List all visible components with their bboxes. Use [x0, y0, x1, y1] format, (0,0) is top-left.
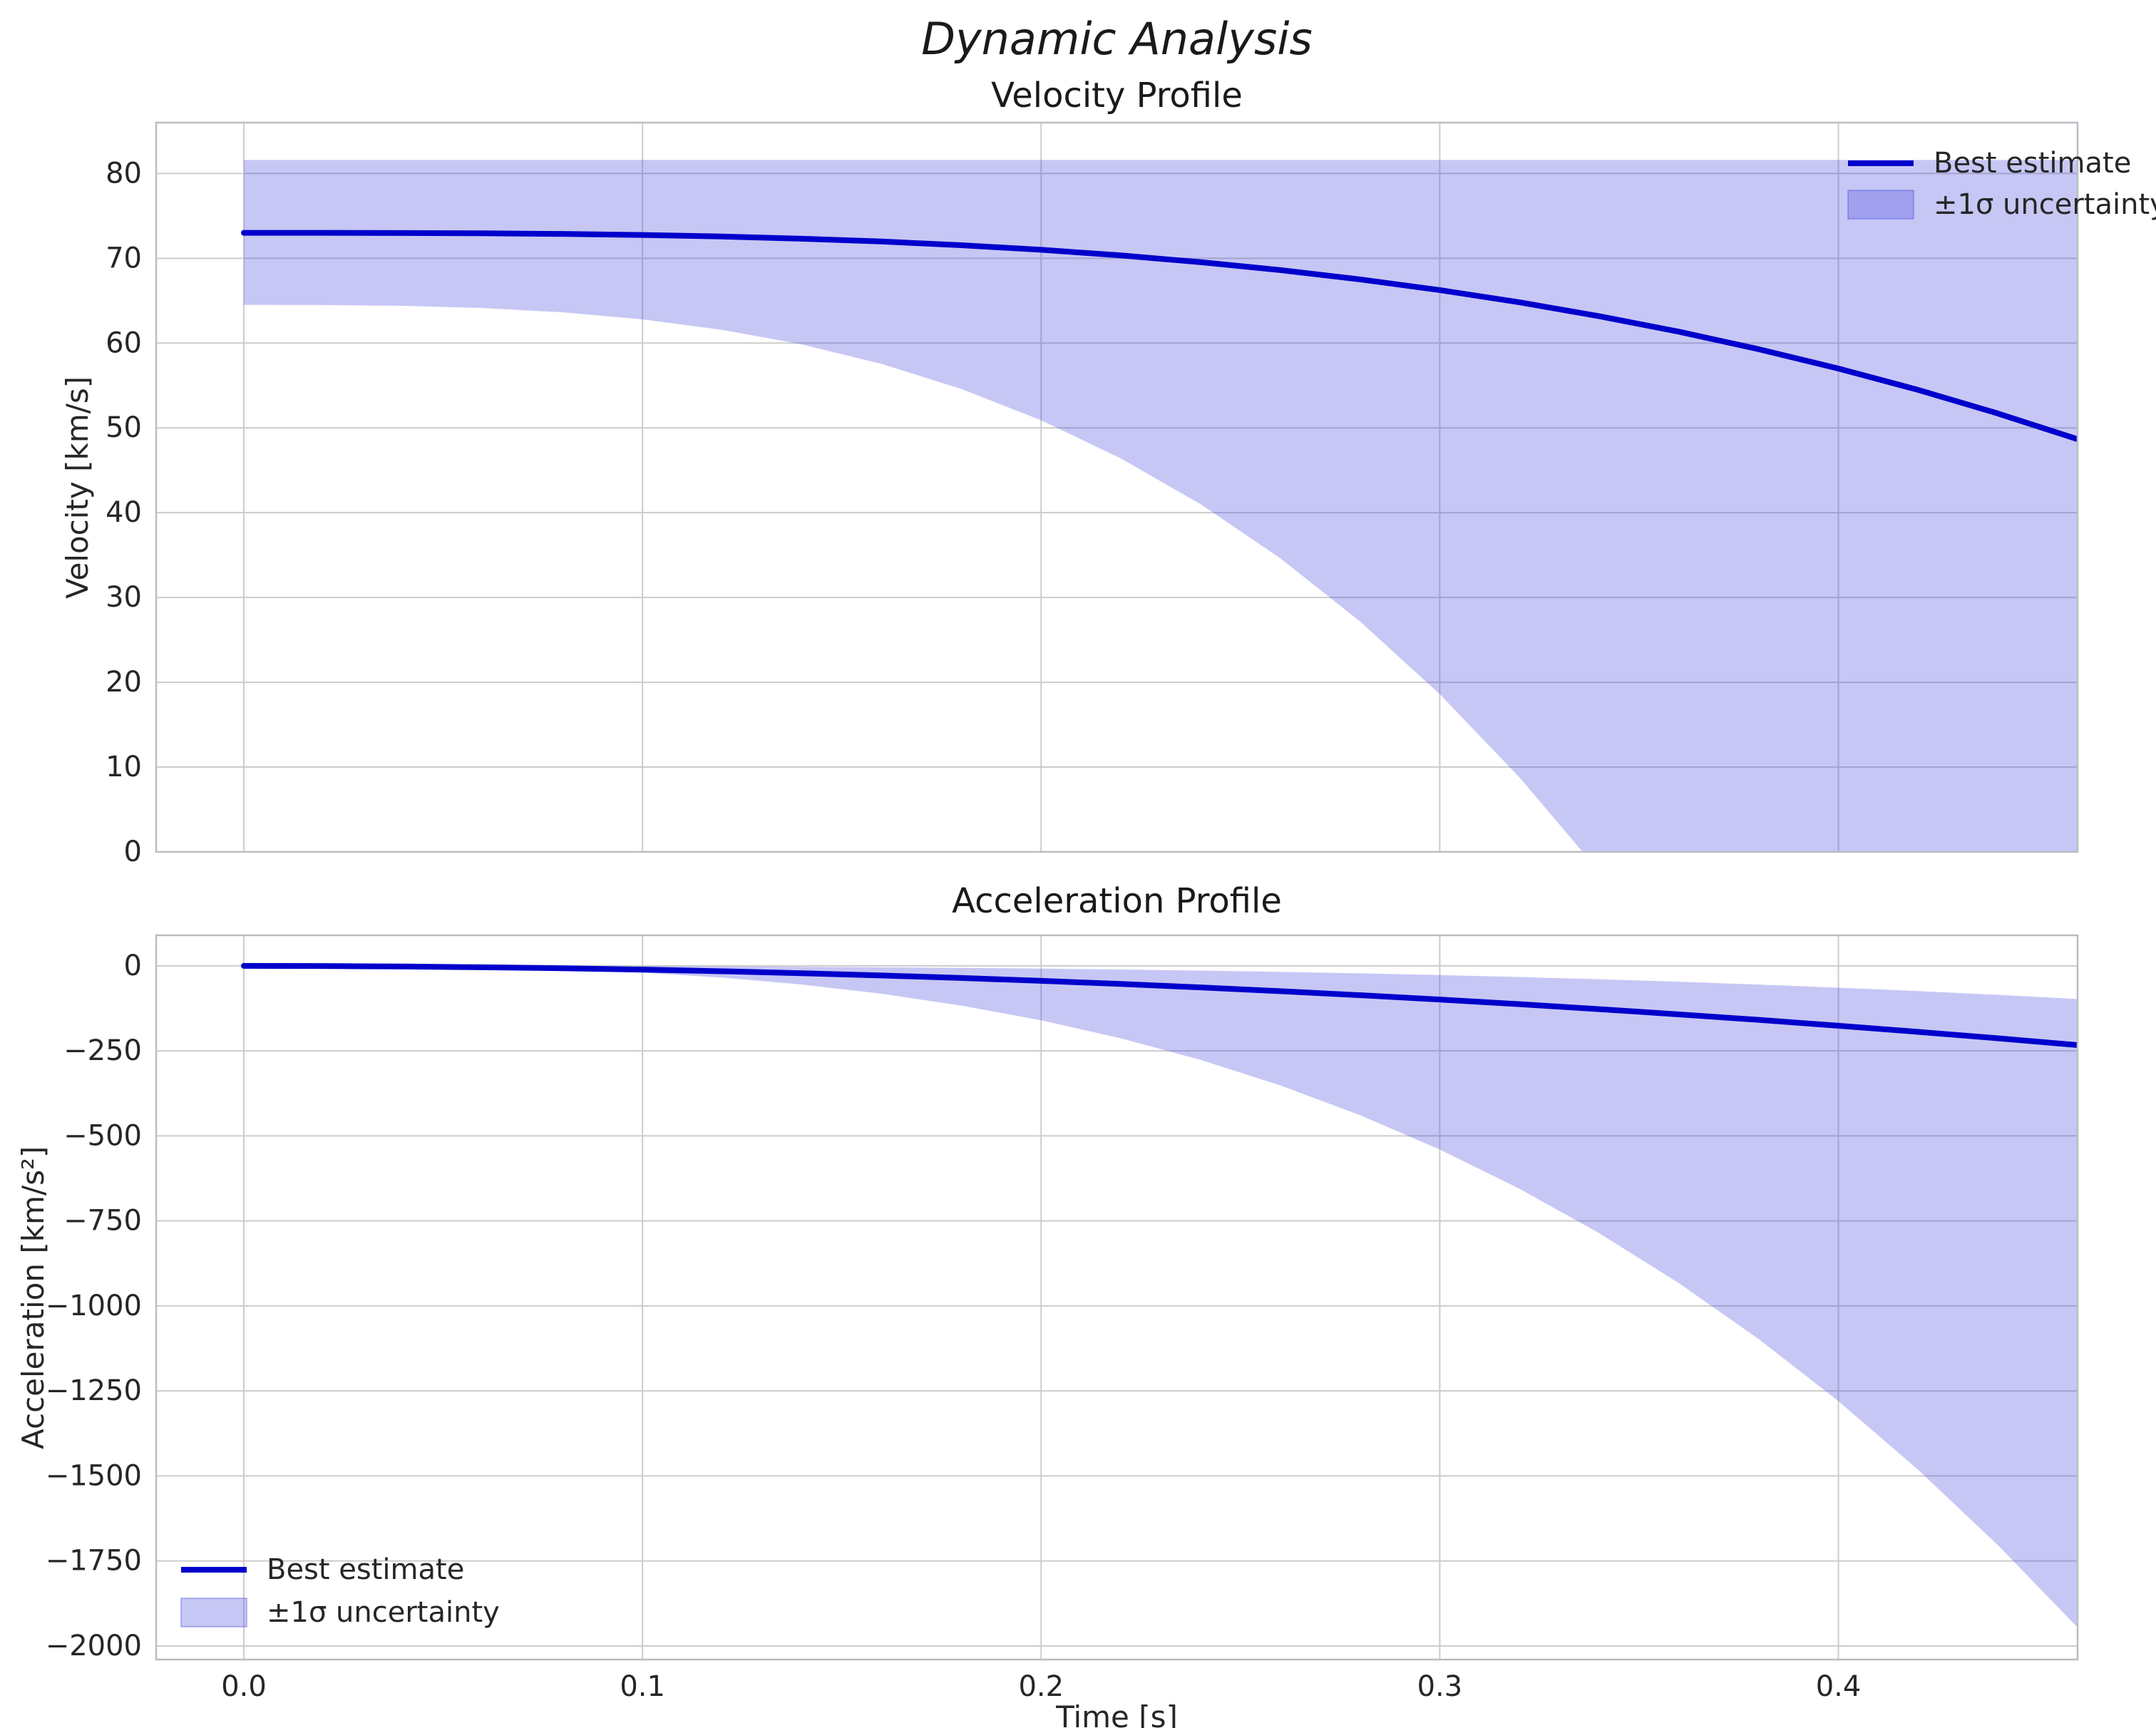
y-tick-label: −250 — [63, 1034, 142, 1067]
legend-line-label: Best estimate — [1934, 147, 2131, 180]
legend-line-label: Best estimate — [267, 1553, 464, 1586]
y-tick-label: 20 — [106, 666, 142, 699]
x-tick-label: 0.2 — [1018, 1670, 1064, 1703]
y-tick-label: 30 — [106, 581, 142, 614]
y-tick-label: −1000 — [46, 1290, 142, 1322]
x-tick-label: 0.3 — [1417, 1670, 1463, 1703]
y-tick-label: 80 — [106, 157, 142, 190]
y-tick-label: −1500 — [46, 1459, 142, 1492]
acceleration-subplot-title: Acceleration Profile — [952, 881, 1282, 921]
legend-band-sample — [1847, 190, 1914, 220]
plot-background — [156, 935, 2078, 1660]
y-tick-label: 60 — [106, 326, 142, 359]
legend-band-label: ±1σ uncertainty — [1934, 188, 2156, 221]
y-tick-label: 0 — [124, 950, 142, 982]
y-tick-label: 10 — [106, 751, 142, 783]
x-tick-label: 0.4 — [1816, 1670, 1862, 1703]
axes-spines — [155, 121, 2079, 853]
y-tick-label: 70 — [106, 242, 142, 274]
figure-title: Dynamic Analysis — [921, 13, 1313, 65]
y-tick-label: −500 — [63, 1119, 142, 1152]
best-estimate-line — [241, 962, 2078, 1048]
y-tick-label: −1750 — [46, 1545, 142, 1578]
y-tick-label: −2000 — [46, 1630, 142, 1662]
uncertainty-band — [244, 160, 2078, 852]
best-estimate-line — [241, 230, 2078, 443]
velocity-y-axis-label: Velocity [km/s] — [60, 376, 95, 599]
x-axis-label: Time [s] — [1056, 1699, 1178, 1728]
legend-band-sample — [180, 1598, 247, 1627]
velocity-subplot-title: Velocity Profile — [991, 76, 1243, 115]
axes-spines — [155, 934, 2079, 1661]
y-tick-label: 40 — [106, 496, 142, 529]
plot-background — [156, 123, 2078, 852]
legend-band-label: ±1σ uncertainty — [267, 1596, 500, 1629]
subplot-0: 0 10 20 30 40 50 60 70 80 Best estimate ±1σ uncert… — [106, 121, 2156, 868]
x-tick-label: 0.0 — [221, 1670, 267, 1703]
y-tick-label: 0 — [124, 835, 142, 868]
subplot-1: 0 −250 −500 −750 −1000 −1250 −1500 −1750 −2000 0.… — [46, 934, 2079, 1703]
y-tick-label: 50 — [106, 411, 142, 444]
y-tick-label: −1250 — [46, 1374, 142, 1407]
uncertainty-band — [244, 965, 2078, 1627]
y-tick-label: −750 — [63, 1205, 142, 1238]
acceleration-y-axis-label: Acceleration [km/s²] — [16, 1146, 51, 1449]
x-tick-label: 0.1 — [620, 1670, 665, 1703]
